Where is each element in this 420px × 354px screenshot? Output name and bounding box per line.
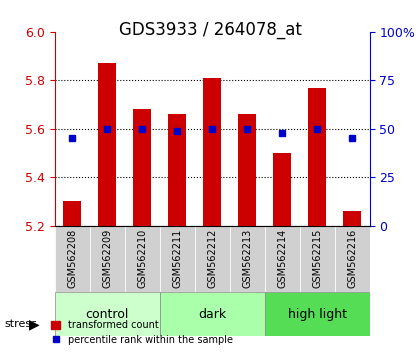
Bar bbox=[203, 78, 221, 225]
Bar bbox=[308, 87, 326, 225]
Text: GDS3933 / 264078_at: GDS3933 / 264078_at bbox=[118, 21, 302, 39]
Text: control: control bbox=[85, 308, 129, 321]
FancyBboxPatch shape bbox=[160, 292, 265, 336]
Bar bbox=[273, 153, 291, 225]
FancyBboxPatch shape bbox=[194, 225, 230, 292]
Text: GSM562212: GSM562212 bbox=[207, 229, 217, 289]
Bar bbox=[98, 63, 116, 225]
FancyBboxPatch shape bbox=[299, 225, 335, 292]
Bar bbox=[344, 211, 361, 225]
Bar bbox=[168, 114, 186, 225]
FancyBboxPatch shape bbox=[55, 225, 89, 292]
Text: ▶: ▶ bbox=[29, 317, 40, 331]
FancyBboxPatch shape bbox=[125, 225, 160, 292]
Text: GSM562214: GSM562214 bbox=[277, 229, 287, 289]
Text: GSM562215: GSM562215 bbox=[312, 229, 322, 289]
Text: GSM562211: GSM562211 bbox=[172, 229, 182, 289]
FancyBboxPatch shape bbox=[160, 225, 194, 292]
FancyBboxPatch shape bbox=[55, 292, 160, 336]
FancyBboxPatch shape bbox=[265, 292, 370, 336]
Text: GSM562209: GSM562209 bbox=[102, 229, 112, 289]
FancyBboxPatch shape bbox=[89, 225, 125, 292]
Text: GSM562208: GSM562208 bbox=[67, 229, 77, 289]
Legend: transformed count, percentile rank within the sample: transformed count, percentile rank withi… bbox=[47, 316, 237, 349]
FancyBboxPatch shape bbox=[265, 225, 299, 292]
Bar bbox=[63, 201, 81, 225]
Text: stress: stress bbox=[4, 319, 37, 329]
Bar bbox=[239, 114, 256, 225]
FancyBboxPatch shape bbox=[335, 225, 370, 292]
Text: high light: high light bbox=[288, 308, 346, 321]
Text: GSM562216: GSM562216 bbox=[347, 229, 357, 289]
Text: GSM562213: GSM562213 bbox=[242, 229, 252, 289]
Text: dark: dark bbox=[198, 308, 226, 321]
Bar bbox=[134, 109, 151, 225]
FancyBboxPatch shape bbox=[230, 225, 265, 292]
Text: GSM562210: GSM562210 bbox=[137, 229, 147, 289]
